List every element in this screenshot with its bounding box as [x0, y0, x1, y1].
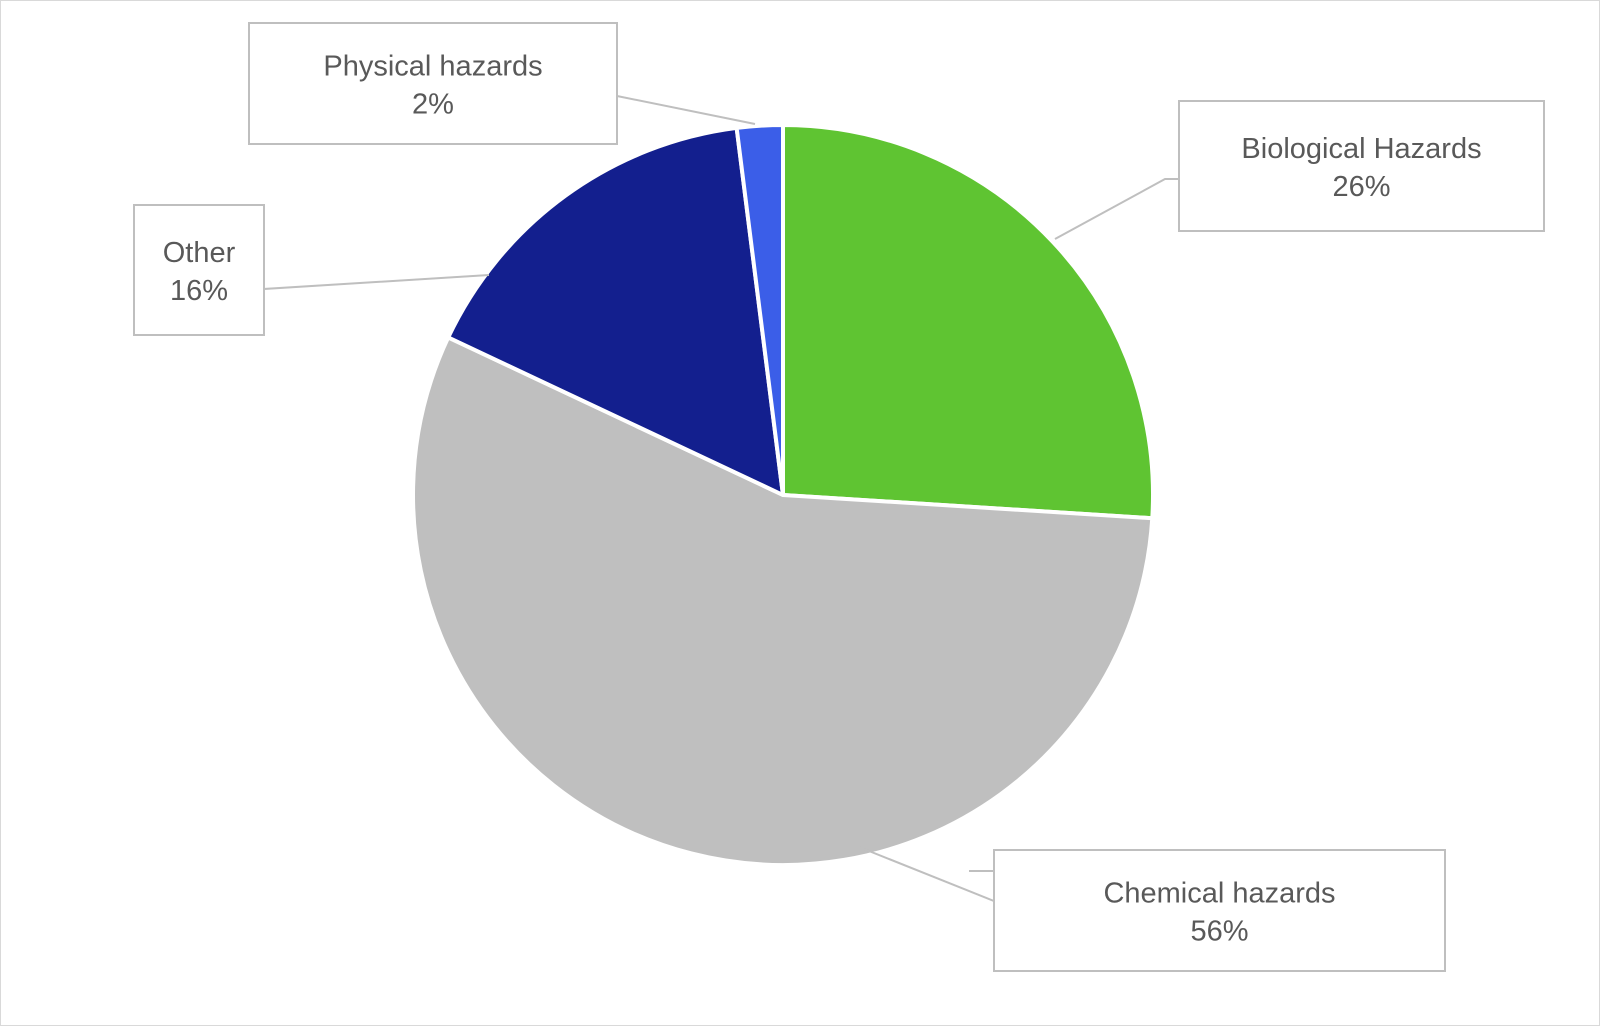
data-label-box — [1178, 100, 1545, 232]
slice-label: Other — [163, 237, 236, 269]
data-labels: Biological Hazards 26% Chemical hazards 56%… — [133, 22, 1545, 972]
slice-value-label: 26% — [1332, 171, 1390, 203]
leader-line — [1054, 178, 1180, 240]
slice-label: Biological Hazards — [1241, 133, 1481, 165]
leader-line — [858, 846, 995, 903]
leader-line — [263, 274, 490, 313]
slice-label: Physical hazards — [323, 51, 542, 83]
pie-slice-physical-hazards — [734, 123, 785, 497]
data-label-other: Other 16% — [133, 204, 265, 336]
pie-slice-chemical-hazards — [411, 335, 1155, 867]
data-label-chemical-hazards: Chemical hazards 56% — [993, 849, 1446, 972]
pie-slice-other — [446, 125, 785, 497]
data-label-box — [993, 849, 1446, 972]
data-label-biological-hazards: Biological Hazards 26% — [1178, 100, 1545, 232]
slice-value-label: 56% — [1190, 916, 1248, 948]
data-label-box — [248, 22, 618, 145]
leader-line — [616, 94, 756, 125]
slice-label: Chemical hazards — [1103, 878, 1335, 910]
data-label-physical-hazards: Physical hazards 2% — [248, 22, 618, 145]
data-label-box — [133, 204, 265, 336]
pie-slices — [411, 123, 1155, 867]
slice-value-label: 16% — [170, 275, 228, 307]
pie-slice-biological-hazards — [781, 123, 1155, 521]
slice-value-label: 2% — [412, 89, 454, 121]
